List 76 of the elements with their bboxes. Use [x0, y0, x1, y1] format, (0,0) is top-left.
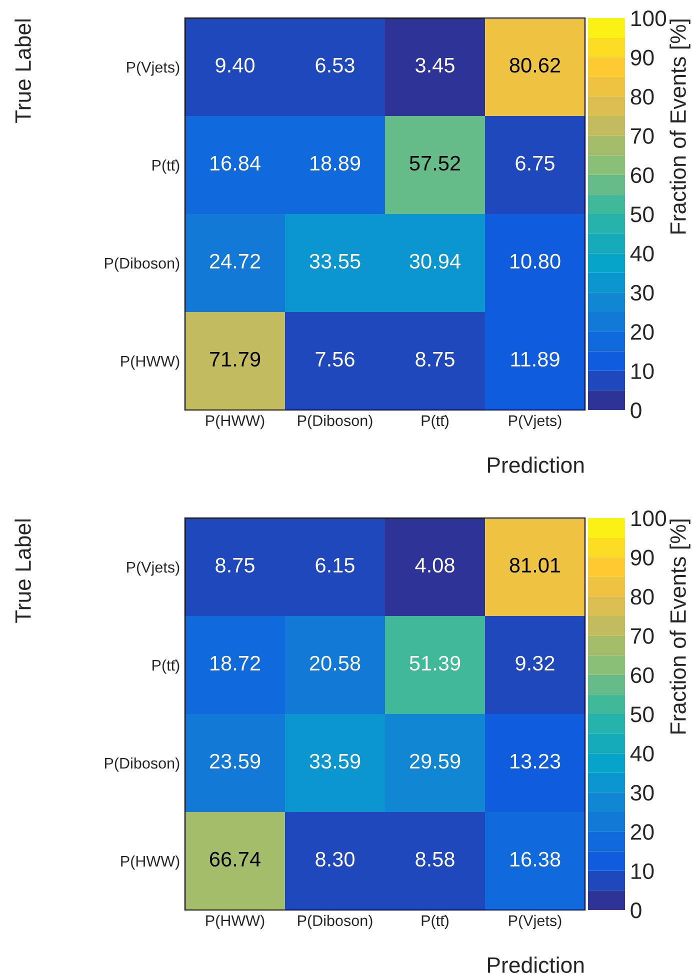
y-tick-label: P(Diboson): [104, 757, 180, 772]
data-label: 11.89: [511, 352, 560, 367]
color-bar-label: 60: [630, 667, 654, 684]
color-bar-title: Fraction of Events [%]: [670, 20, 690, 234]
data-label: 16.84: [210, 156, 260, 171]
color-bar-label: 60: [630, 167, 654, 184]
data-label: 30.94: [410, 254, 460, 269]
data-label: 16.38: [510, 852, 560, 867]
data-label: 6.75: [516, 156, 554, 171]
y-tick-label: P(HWW): [121, 855, 180, 870]
color-bar-label: 0: [630, 402, 642, 418]
color-bar-label: 80: [630, 588, 654, 605]
y-tick-label: P(tt̄): [152, 159, 180, 174]
data-label: 8.30: [316, 852, 354, 867]
x-tick-label: P(tt̄): [422, 914, 448, 930]
color-bar-label: 10: [632, 363, 654, 380]
data-label: 4.08: [415, 558, 454, 573]
x-axis-title: Prediction: [488, 456, 584, 473]
data-label: 81.01: [510, 558, 560, 573]
y-tick-label: P(Vjets): [127, 61, 180, 76]
color-bar-label: 90: [630, 550, 654, 566]
y-tick-label: P(Diboson): [104, 257, 180, 272]
x-tick-label: P(Diboson): [298, 414, 372, 430]
color-bar-label: 70: [631, 128, 654, 144]
color-bar-label: 10: [632, 863, 654, 880]
data-label: 20.58: [310, 656, 360, 671]
data-label: 13.23: [510, 754, 560, 769]
data-label: 33.55: [310, 254, 360, 269]
color-bar-label: 30: [630, 784, 654, 801]
data-label: 6.15: [316, 558, 354, 573]
data-label: 33.59: [310, 754, 360, 769]
x-tick-label: P(Vjets): [509, 914, 562, 930]
data-label: 24.72: [210, 254, 260, 268]
color-bar-label: 100: [632, 510, 666, 526]
color-bar-label: 20: [630, 324, 654, 340]
color-bar-label: 50: [630, 206, 654, 222]
color-bar-label: 40: [630, 246, 654, 262]
y-tick-label: P(HWW): [121, 355, 180, 370]
color-bar-label: 100: [632, 10, 666, 26]
data-label: 29.59: [410, 754, 460, 769]
x-tick-label: P(HWW): [206, 914, 264, 930]
data-label: 71.79: [210, 352, 260, 367]
data-label: 7.56: [316, 352, 354, 367]
color-bar-label: 70: [631, 628, 654, 644]
color-bar-label: 30: [630, 284, 654, 301]
data-label: 6.53: [316, 58, 354, 73]
data-label: 80.62: [510, 58, 560, 73]
data-label: 3.45: [416, 58, 454, 73]
x-tick-label: P(Diboson): [298, 914, 372, 930]
data-label: 18.72: [210, 656, 260, 671]
data-label: 8.75: [416, 352, 454, 367]
color-bar-label: 20: [630, 824, 654, 840]
color-bar-label: 90: [630, 50, 654, 66]
color-bar-label: 80: [630, 88, 654, 105]
x-tick-label: P(Vjets): [509, 414, 562, 430]
x-tick-label: P(HWW): [206, 414, 264, 430]
data-label: 9.40: [216, 58, 254, 73]
x-tick-label: P(tt̄): [422, 414, 448, 430]
y-axis-title: True Label: [14, 19, 31, 123]
data-label: 8.75: [216, 558, 254, 573]
color-bar-title: Fraction of Events [%]: [670, 520, 690, 734]
y-tick-label: P(Vjets): [127, 561, 180, 576]
y-axis-title: True Label: [14, 519, 31, 623]
data-label: 51.39: [410, 656, 460, 671]
x-axis-title: Prediction: [488, 956, 584, 973]
y-tick-label: P(tt̄): [152, 659, 180, 674]
data-label: 9.32: [516, 656, 554, 671]
data-label: 8.58: [416, 852, 454, 867]
data-label: 66.74: [210, 852, 260, 867]
color-bar-label: 50: [630, 706, 654, 722]
color-bar-label: 0: [630, 902, 642, 918]
color-bar-label: 40: [630, 746, 654, 762]
data-label: 57.52: [410, 156, 460, 171]
data-label: 10.80: [510, 254, 560, 269]
data-label: 23.59: [210, 754, 260, 769]
data-label: 18.89: [310, 156, 360, 171]
